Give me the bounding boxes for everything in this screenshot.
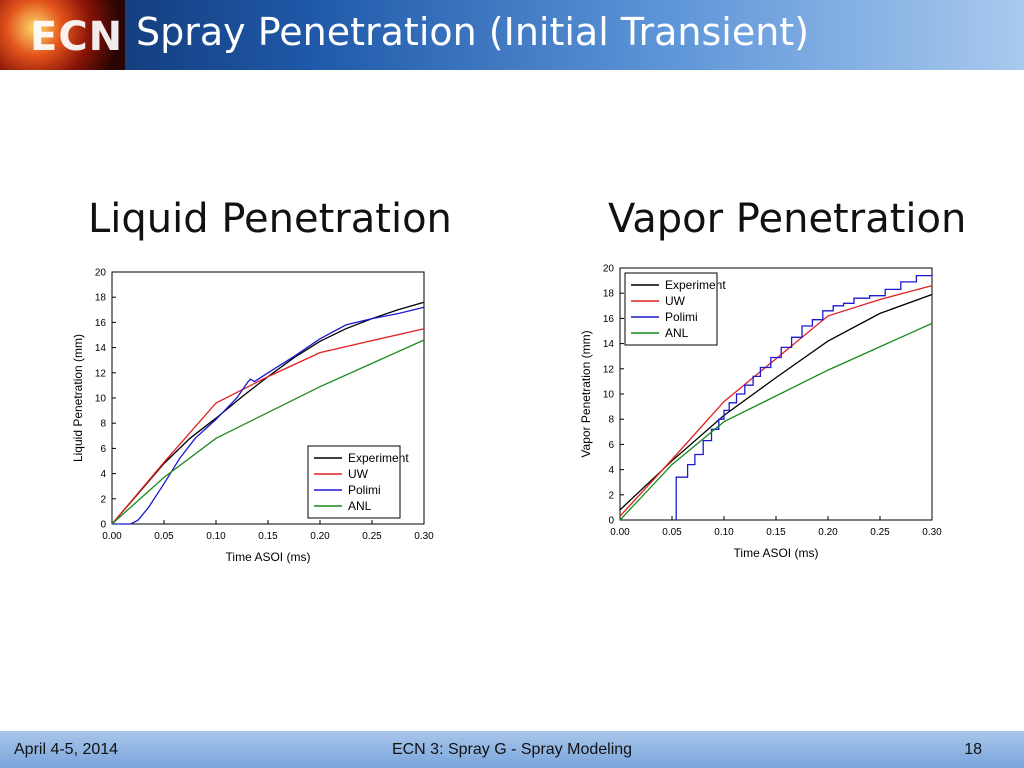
legend-label-experiment: Experiment [348,451,409,465]
legend-label-uw: UW [348,467,369,481]
x-tick-label: 0.10 [206,531,226,542]
x-tick-label: 0.30 [922,527,942,538]
x-tick-label: 0.15 [258,531,278,542]
y-tick-label: 8 [608,415,614,426]
x-tick-label: 0.15 [766,527,786,538]
legend-label-polimi: Polimi [665,310,698,324]
y-tick-label: 10 [95,394,107,405]
y-tick-label: 10 [603,390,615,401]
series-line-experiment [619,293,933,511]
footer-bar: April 4-5, 2014 ECN 3: Spray G - Spray M… [0,731,1024,768]
footer-date: April 4-5, 2014 [14,741,119,758]
y-tick-label: 12 [95,368,107,379]
y-tick-label: 2 [608,490,614,501]
x-tick-label: 0.20 [310,531,330,542]
y-tick-label: 14 [95,343,107,354]
y-tick-label: 18 [95,293,107,304]
y-tick-label: 14 [603,339,615,350]
legend-label-anl: ANL [665,326,689,340]
y-tick-label: 20 [603,264,615,275]
x-tick-label: 0.00 [102,531,122,542]
y-tick-label: 0 [608,516,614,527]
footer-event: ECN 3: Spray G - Spray Modeling [391,741,633,758]
x-tick-label: 0.20 [818,527,838,538]
y-tick-label: 4 [100,469,106,480]
series-line-polimi [675,274,933,520]
y-tick-label: 6 [608,440,614,451]
series-line-polimi [112,306,425,525]
y-tick-label: 4 [608,465,614,476]
slide-title: Spray Penetration (Initial Transient) [136,10,810,54]
y-axis-label: Liquid Penetration (mm) [71,334,85,462]
y-tick-label: 0 [100,520,106,531]
x-tick-label: 0.00 [610,527,630,538]
x-tick-label: 0.05 [662,527,682,538]
y-tick-label: 16 [603,314,615,325]
x-tick-label: 0.10 [714,527,734,538]
x-tick-label: 0.25 [362,531,382,542]
x-tick-label: 0.25 [870,527,890,538]
slide-number: 18 [964,741,982,758]
series-line-anl [619,322,933,521]
vapor-penetration-chart: 0.00 0.05 0.10 0.15 0.20 0.25 0.30 0 2 4 6 8 10 12 14 1… [579,264,942,561]
legend-label-anl: ANL [348,499,372,513]
legend-label-experiment: Experiment [665,278,726,292]
series-line-anl [111,339,425,525]
series-line-uw [619,284,933,517]
y-tick-label: 2 [100,494,106,505]
y-axis-label: Vapor Penetration (mm) [579,330,593,457]
x-tick-label: 0.30 [414,531,434,542]
logo-text: ECN [30,14,124,60]
y-tick-label: 16 [95,318,107,329]
y-tick-label: 8 [100,419,106,430]
title-bar: ECN Spray Penetration (Initial Transient… [0,0,1024,70]
x-tick-label: 0.05 [154,531,174,542]
legend-label-polimi: Polimi [348,483,381,497]
legend-label-uw: UW [665,294,686,308]
ecn-logo: ECN [0,0,125,70]
y-tick-label: 6 [100,444,106,455]
liquid-panel-title: Liquid Penetration [88,196,452,242]
x-axis-label: Time ASOI (ms) [226,550,311,564]
x-axis-label: Time ASOI (ms) [734,546,819,560]
y-tick-label: 18 [603,289,615,300]
y-tick-label: 12 [603,364,615,375]
liquid-penetration-chart: 0.00 0.05 0.10 0.15 0.20 0.25 0.30 0 2 4 6 8 10 12 14 1… [71,268,434,565]
y-tick-label: 20 [95,268,107,279]
vapor-panel-title: Vapor Penetration [608,196,967,242]
